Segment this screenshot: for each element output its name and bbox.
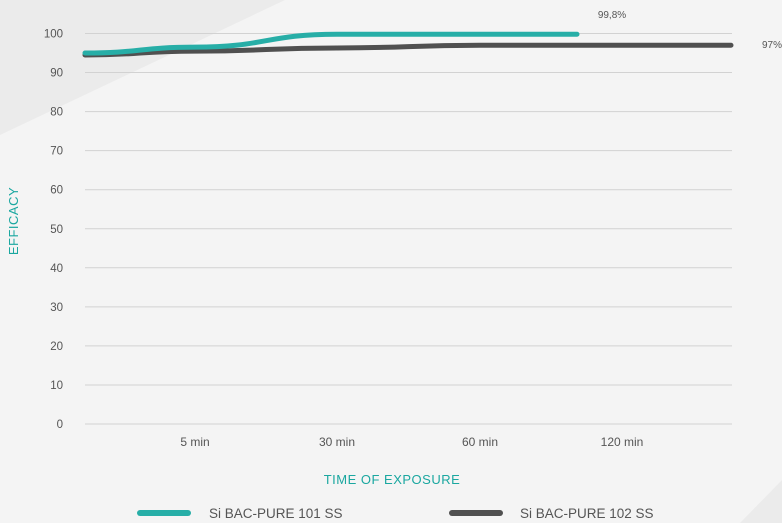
x-tick-label: 30 min bbox=[319, 435, 355, 449]
x-axis-ticks: 5 min 30 min 60 min 120 min bbox=[180, 435, 643, 449]
series-line bbox=[82, 31, 580, 56]
y-tick-label: 10 bbox=[50, 380, 63, 392]
y-axis-ticks: 0 10 20 30 40 50 60 70 80 90 100 bbox=[44, 29, 63, 432]
background-decor-right bbox=[740, 480, 782, 523]
data-label: 97% bbox=[762, 40, 782, 51]
data-label: 99,8% bbox=[598, 10, 626, 21]
data-labels: 99,8% 97% bbox=[598, 10, 782, 51]
legend-label: Si BAC-PURE 102 SS bbox=[520, 506, 654, 521]
background-decor-left bbox=[0, 0, 285, 135]
y-tick-label: 100 bbox=[44, 29, 63, 41]
legend-label: Si BAC-PURE 101 SS bbox=[209, 506, 343, 521]
y-tick-label: 0 bbox=[57, 419, 63, 431]
x-axis-title: TIME OF EXPOSURE bbox=[324, 472, 461, 487]
y-axis-title: EFFICACY bbox=[6, 187, 21, 255]
x-tick-label: 60 min bbox=[462, 435, 498, 449]
series-layer bbox=[82, 31, 734, 58]
y-tick-label: 50 bbox=[50, 224, 63, 236]
y-tick-label: 90 bbox=[50, 68, 63, 80]
grid-layer bbox=[85, 33, 732, 425]
x-tick-label: 5 min bbox=[180, 435, 209, 449]
y-tick-label: 80 bbox=[50, 107, 63, 119]
legend: Si BAC-PURE 101 SS Si BAC-PURE 102 SS bbox=[137, 506, 654, 521]
y-tick-label: 30 bbox=[50, 302, 63, 314]
y-tick-label: 60 bbox=[50, 185, 63, 197]
y-tick-label: 70 bbox=[50, 146, 63, 158]
y-tick-label: 40 bbox=[50, 263, 63, 275]
y-tick-label: 20 bbox=[50, 341, 63, 353]
series-line bbox=[82, 42, 734, 58]
x-tick-label: 120 min bbox=[601, 435, 644, 449]
